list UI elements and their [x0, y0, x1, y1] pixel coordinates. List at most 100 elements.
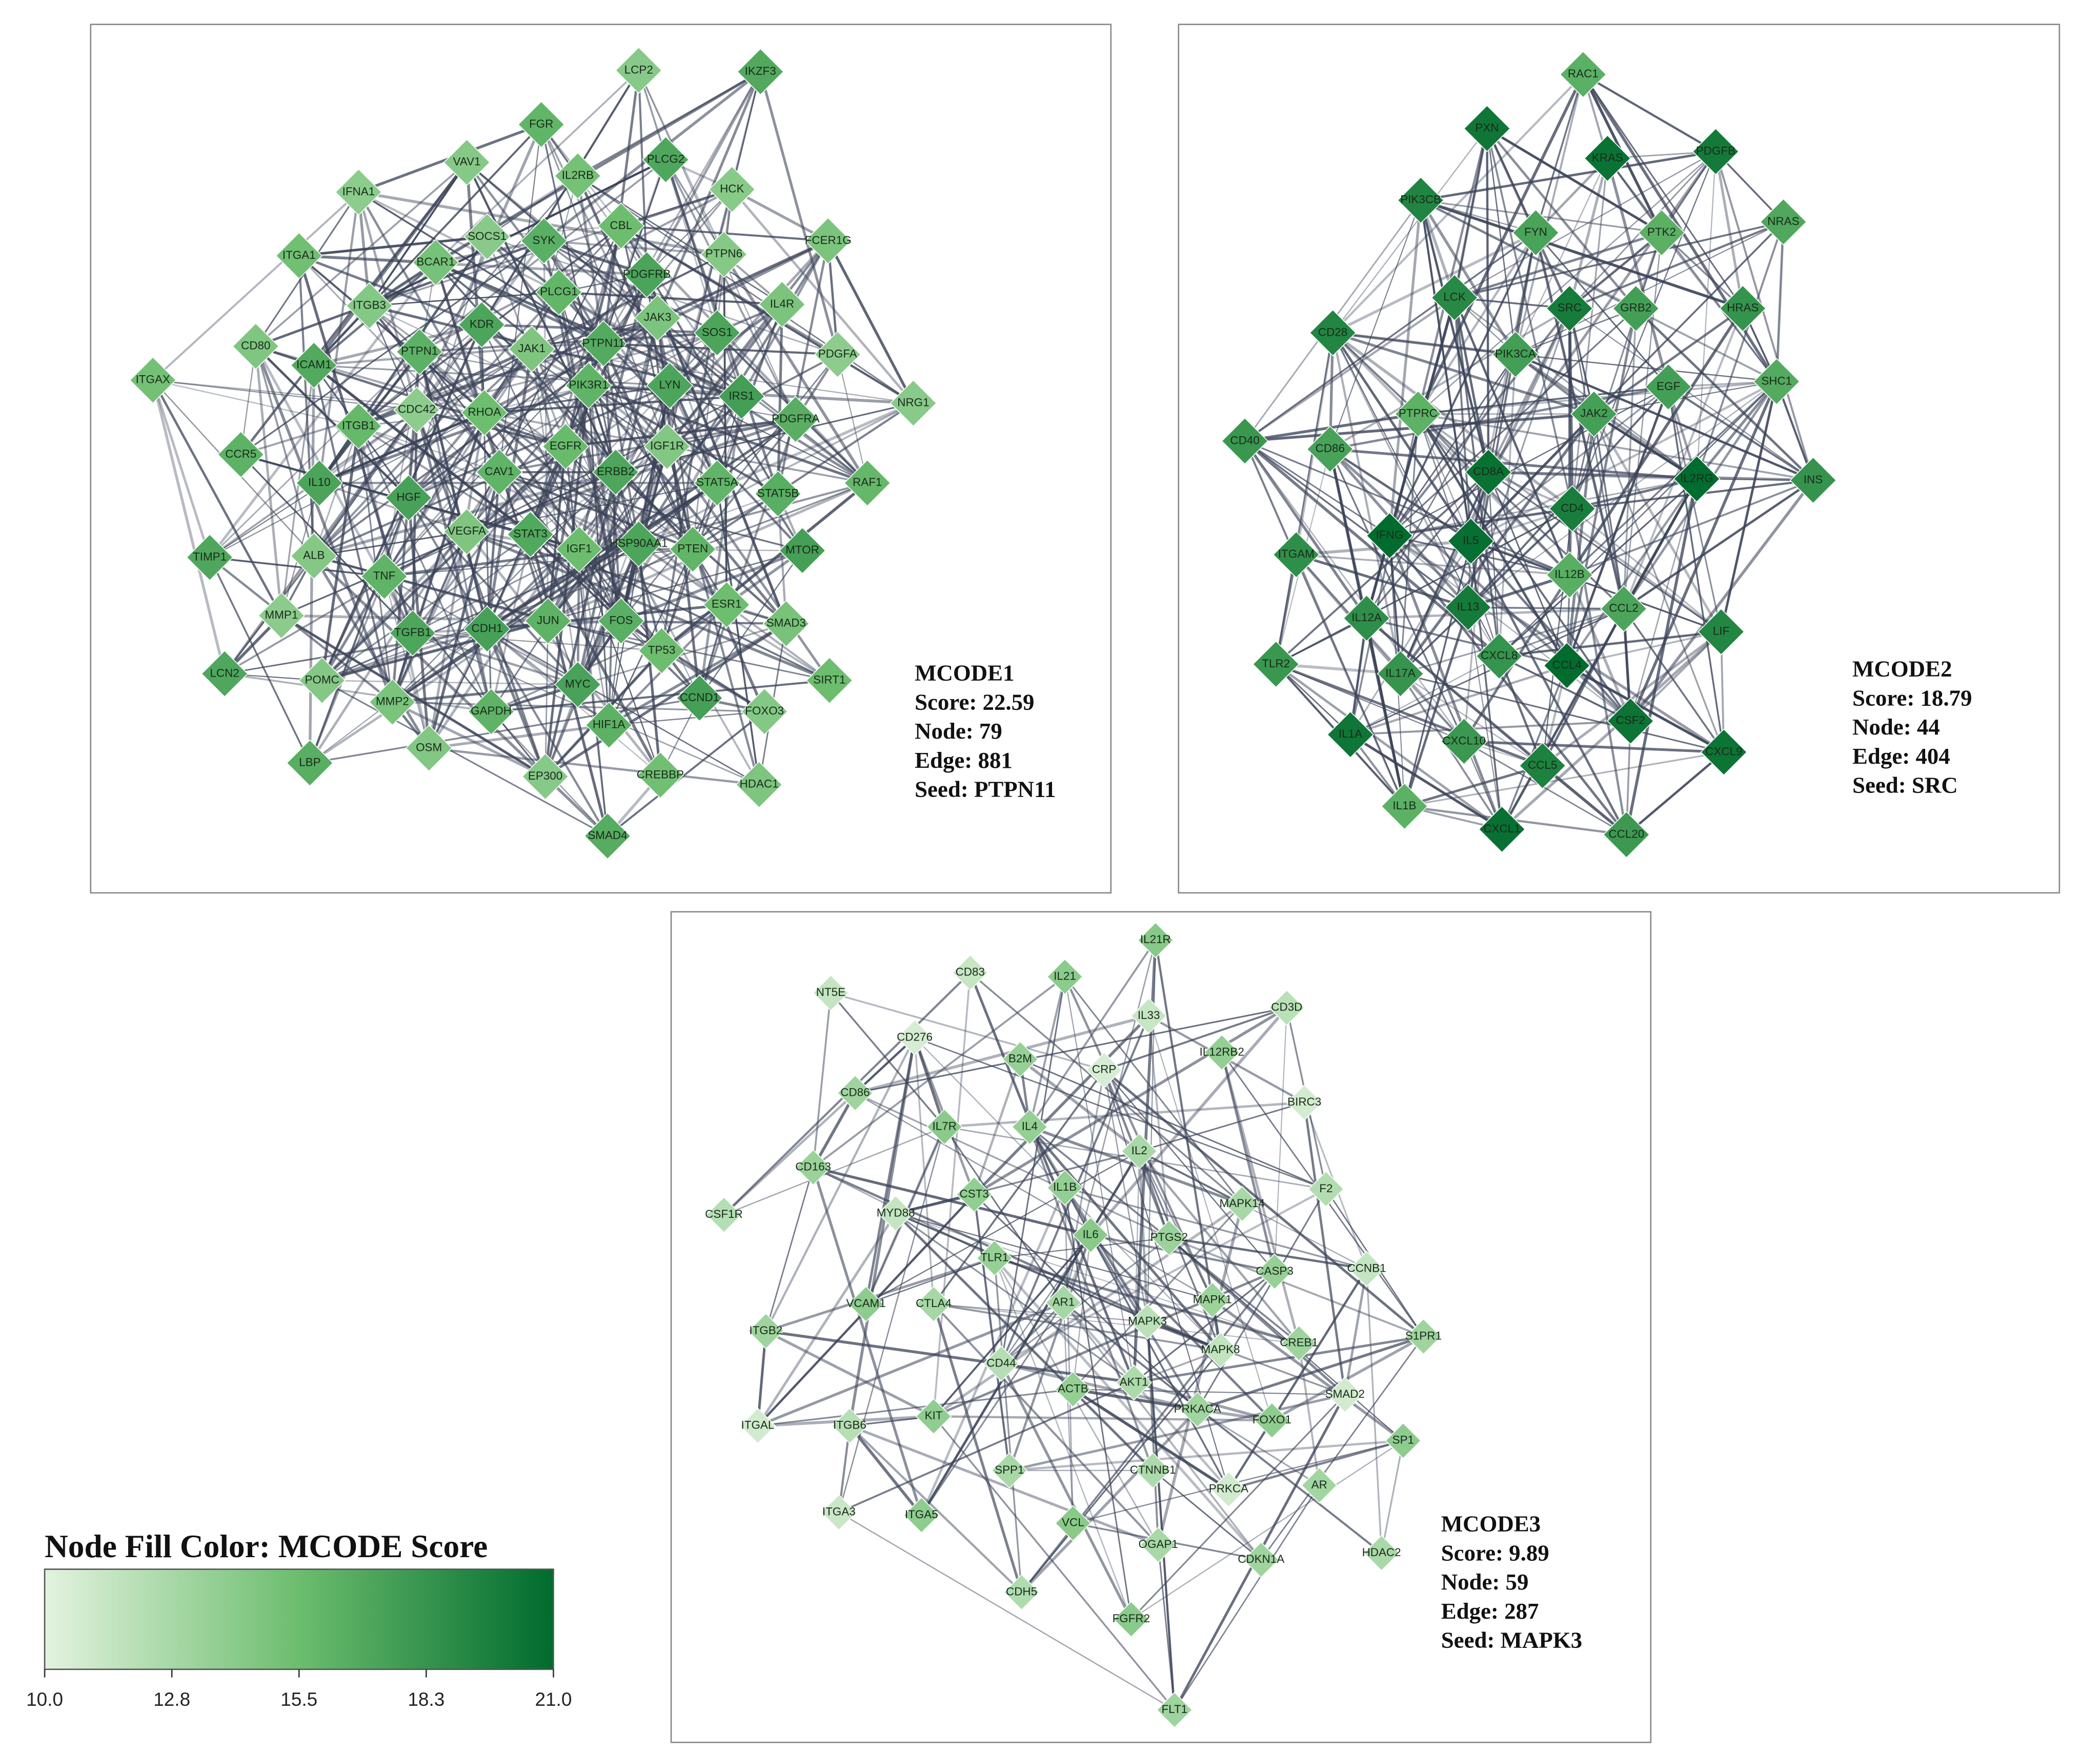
- node-shape: [1584, 134, 1631, 182]
- node-label: RAF1: [853, 476, 882, 488]
- node-label: KDR: [470, 317, 494, 330]
- edge: [1089, 1234, 1273, 1421]
- edge: [1380, 1440, 1404, 1554]
- node-shape: [1202, 1332, 1239, 1369]
- node-label: PTPRC: [1399, 407, 1438, 420]
- edge: [731, 71, 761, 190]
- edge: [970, 972, 1243, 1205]
- edge: [543, 240, 868, 484]
- edge: [933, 1303, 1159, 1546]
- edge: [412, 632, 578, 686]
- node-label: HCK: [720, 182, 744, 195]
- edge: [547, 446, 567, 621]
- edge: [1417, 128, 1488, 415]
- legend-tick-label: 21.0: [535, 1689, 572, 1710]
- node-shape: [1546, 551, 1593, 599]
- edge: [1000, 1302, 1064, 1364]
- edge: [576, 395, 743, 685]
- node-label: CREBBP: [637, 768, 684, 781]
- node-label: CSF2: [1616, 714, 1645, 727]
- edge: [932, 1303, 1023, 1593]
- edge: [1138, 1151, 1222, 1351]
- node-shape: [129, 356, 177, 404]
- edge: [1021, 1350, 1221, 1593]
- panel-stat: Edge: 287: [1441, 1598, 1539, 1624]
- edge: [224, 672, 492, 713]
- edge: [1350, 656, 1500, 736]
- edge: [1623, 608, 1725, 753]
- edge: [620, 620, 765, 713]
- edge: [1571, 158, 1608, 509]
- node-label: FOS: [609, 614, 633, 626]
- edge: [1486, 128, 1489, 473]
- node-label: STAT5A: [696, 476, 738, 488]
- node-label: IL1B: [1392, 799, 1416, 812]
- edge: [392, 412, 485, 703]
- edge: [1021, 1271, 1276, 1593]
- edge: [1064, 976, 1135, 1383]
- node-shape: [1116, 1364, 1153, 1401]
- node-shape: [813, 974, 849, 1011]
- node-label: CD276: [897, 1030, 933, 1043]
- node-shape: [1268, 989, 1305, 1026]
- edge: [974, 1194, 1198, 1411]
- edge: [812, 1167, 923, 1516]
- node-shape: [1698, 608, 1745, 656]
- node-label: CD3D: [1271, 1001, 1302, 1013]
- edge: [1133, 1271, 1276, 1383]
- node-shape: [735, 761, 783, 808]
- node-shape: [535, 269, 582, 316]
- node-label: PTPN6: [705, 247, 742, 260]
- edge: [531, 175, 578, 350]
- edge: [1154, 940, 1214, 1300]
- node-shape: [1377, 650, 1424, 698]
- edge: [357, 191, 486, 414]
- edge: [1350, 664, 1567, 736]
- edge: [1418, 386, 1669, 415]
- edge: [1332, 73, 1584, 334]
- edge: [757, 1301, 1064, 1427]
- edge: [313, 365, 394, 703]
- edge: [1487, 472, 1568, 666]
- node-label: MAPK14: [1220, 1197, 1265, 1210]
- edge: [1418, 386, 1669, 415]
- edge: [1244, 440, 1469, 608]
- edge: [933, 1303, 1221, 1351]
- node-label: CCNB1: [1347, 1262, 1386, 1275]
- node-label: ITGA5: [905, 1508, 938, 1521]
- edge: [1593, 414, 1625, 609]
- edge: [638, 493, 778, 545]
- edge: [994, 1258, 1132, 1620]
- node-label: ALB: [303, 549, 325, 562]
- edge: [602, 343, 640, 544]
- node-label: CREB1: [1280, 1336, 1318, 1349]
- edge: [920, 1302, 1064, 1516]
- node-shape: [754, 470, 802, 518]
- edge: [255, 161, 468, 348]
- edge: [530, 446, 668, 535]
- edge: [577, 175, 914, 404]
- node-label: VEGFA: [448, 524, 486, 537]
- node-label: CD163: [795, 1160, 831, 1173]
- node-shape: [1548, 485, 1596, 533]
- node-shape: [412, 239, 459, 287]
- node-shape: [232, 322, 279, 370]
- node-label: LCK: [1443, 291, 1466, 303]
- edge: [1625, 751, 1725, 836]
- node-shape: [1256, 1253, 1293, 1290]
- edge: [1349, 733, 1503, 830]
- edge: [544, 621, 549, 777]
- node-shape: [705, 1196, 742, 1233]
- panel-title: MCODE2: [1852, 656, 1952, 682]
- edge: [1501, 630, 1722, 830]
- node-label: NT5E: [816, 986, 845, 998]
- edge: [1365, 297, 1456, 619]
- node-label: CDH1: [472, 622, 503, 635]
- edge: [321, 497, 410, 681]
- edge: [313, 323, 482, 367]
- node-shape: [584, 812, 631, 860]
- node-shape: [346, 282, 393, 330]
- edge: [484, 412, 668, 448]
- edge: [698, 396, 743, 699]
- edge: [313, 342, 604, 557]
